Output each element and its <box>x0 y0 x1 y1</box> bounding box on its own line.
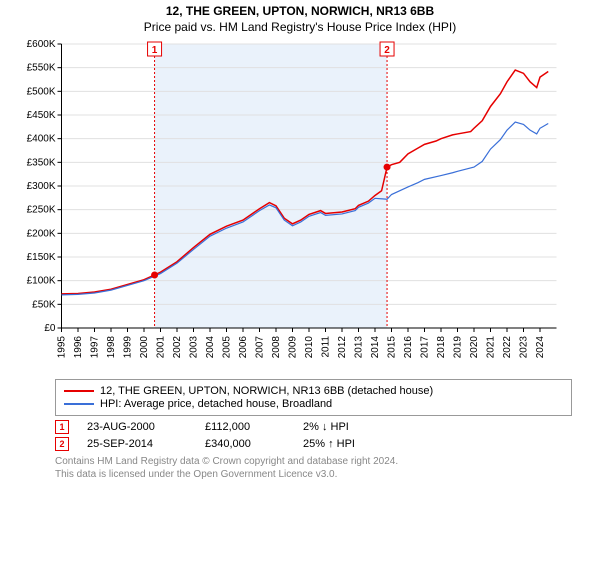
svg-text:2010: 2010 <box>304 336 315 359</box>
svg-text:£500K: £500K <box>27 86 56 97</box>
footer-line-1: Contains HM Land Registry data © Crown c… <box>55 455 572 468</box>
svg-text:2019: 2019 <box>453 336 464 359</box>
svg-text:2013: 2013 <box>354 336 365 359</box>
svg-text:1995: 1995 <box>57 336 68 359</box>
svg-text:2022: 2022 <box>502 336 513 359</box>
legend: 12, THE GREEN, UPTON, NORWICH, NR13 6BB … <box>55 379 572 416</box>
svg-text:£0: £0 <box>44 323 56 334</box>
sale-row: 1 23-AUG-2000 £112,000 2% ↓ HPI <box>55 420 572 434</box>
sale-hpi-delta: 25% ↑ HPI <box>303 438 393 450</box>
page-subtitle: Price paid vs. HM Land Registry's House … <box>0 20 600 34</box>
svg-text:2007: 2007 <box>255 336 266 359</box>
svg-text:2001: 2001 <box>156 336 167 359</box>
svg-text:1: 1 <box>152 45 158 56</box>
legend-label: 12, THE GREEN, UPTON, NORWICH, NR13 6BB … <box>100 385 433 397</box>
svg-text:2: 2 <box>384 45 390 56</box>
footer-line-2: This data is licensed under the Open Gov… <box>55 468 572 481</box>
sale-marker-icon: 1 <box>55 420 69 434</box>
svg-text:£450K: £450K <box>27 110 56 121</box>
svg-text:£50K: £50K <box>32 299 56 310</box>
page-title: 12, THE GREEN, UPTON, NORWICH, NR13 6BB <box>0 4 600 18</box>
svg-text:£200K: £200K <box>27 228 56 239</box>
svg-text:2021: 2021 <box>486 336 497 359</box>
svg-text:1996: 1996 <box>73 336 84 359</box>
sale-price: £112,000 <box>205 421 285 433</box>
svg-text:2015: 2015 <box>387 336 398 359</box>
svg-text:£550K: £550K <box>27 63 56 74</box>
svg-text:2003: 2003 <box>189 336 200 359</box>
legend-label: HPI: Average price, detached house, Broa… <box>100 398 332 410</box>
sales-list: 1 23-AUG-2000 £112,000 2% ↓ HPI 2 25-SEP-2014… <box>55 420 572 451</box>
svg-text:2002: 2002 <box>172 336 183 359</box>
svg-text:£150K: £150K <box>27 252 56 263</box>
sale-marker-icon: 2 <box>55 437 69 451</box>
svg-text:2024: 2024 <box>535 336 546 359</box>
legend-item: 12, THE GREEN, UPTON, NORWICH, NR13 6BB … <box>64 385 563 397</box>
svg-text:2020: 2020 <box>469 336 480 359</box>
legend-swatch <box>64 403 94 405</box>
chart-area: £0 £50K £100K £150K £200K £250K £300K £350K £400… <box>0 38 600 373</box>
svg-text:2012: 2012 <box>337 336 348 359</box>
sale-date: 23-AUG-2000 <box>87 421 187 433</box>
svg-text:1999: 1999 <box>123 336 134 359</box>
svg-text:1998: 1998 <box>106 336 117 359</box>
sale-price: £340,000 <box>205 438 285 450</box>
sale-row: 2 25-SEP-2014 £340,000 25% ↑ HPI <box>55 437 572 451</box>
svg-text:2009: 2009 <box>288 336 299 359</box>
svg-text:£350K: £350K <box>27 157 56 168</box>
svg-text:£100K: £100K <box>27 276 56 287</box>
svg-text:2017: 2017 <box>420 336 431 359</box>
svg-text:1997: 1997 <box>90 336 101 359</box>
svg-text:2018: 2018 <box>436 336 447 359</box>
svg-text:2011: 2011 <box>321 336 332 358</box>
svg-text:2014: 2014 <box>370 336 381 359</box>
svg-text:2000: 2000 <box>139 336 150 359</box>
sale-date: 25-SEP-2014 <box>87 438 187 450</box>
svg-text:2016: 2016 <box>403 336 414 359</box>
svg-text:2008: 2008 <box>271 336 282 359</box>
svg-text:2005: 2005 <box>222 336 233 359</box>
svg-text:£400K: £400K <box>27 134 56 145</box>
svg-text:£300K: £300K <box>27 181 56 192</box>
svg-text:£600K: £600K <box>27 39 56 50</box>
legend-item: HPI: Average price, detached house, Broa… <box>64 398 563 410</box>
svg-text:2006: 2006 <box>238 336 249 359</box>
svg-text:2023: 2023 <box>519 336 530 359</box>
sale-hpi-delta: 2% ↓ HPI <box>303 421 393 433</box>
attribution: Contains HM Land Registry data © Crown c… <box>55 455 572 481</box>
svg-text:2004: 2004 <box>205 336 216 359</box>
legend-swatch <box>64 390 94 392</box>
svg-text:£250K: £250K <box>27 205 56 216</box>
line-chart: £0 £50K £100K £150K £200K £250K £300K £350K £400… <box>13 38 571 368</box>
